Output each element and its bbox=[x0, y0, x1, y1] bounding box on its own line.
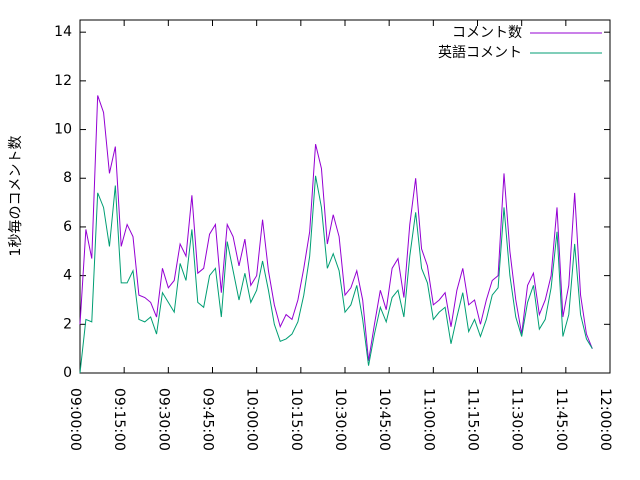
x-tick-label: 11:15:00 bbox=[465, 388, 481, 451]
x-tick-label: 10:00:00 bbox=[244, 388, 260, 451]
x-tick-label: 10:30:00 bbox=[332, 388, 348, 451]
plot-frame bbox=[79, 19, 611, 374]
y-tick-label: 12 bbox=[54, 73, 72, 89]
legend-label: 英語コメント bbox=[438, 44, 522, 61]
y-tick-label: 0 bbox=[63, 365, 72, 381]
y-tick-label: 8 bbox=[63, 170, 72, 186]
y-tick-label: 2 bbox=[63, 316, 72, 332]
x-tick-label: 11:45:00 bbox=[553, 388, 569, 451]
legend-label: コメント数 bbox=[452, 25, 522, 41]
y-axis-label: 1秒毎のコメント数 bbox=[8, 136, 24, 257]
x-tick-label: 09:45:00 bbox=[200, 388, 216, 451]
y-tick-label: 14 bbox=[54, 24, 72, 40]
x-tick-label: 11:00:00 bbox=[420, 388, 436, 451]
x-tick-label: 12:00:00 bbox=[597, 388, 613, 451]
y-tick-label: 6 bbox=[63, 219, 72, 235]
x-tick-label: 10:45:00 bbox=[376, 388, 392, 451]
x-tick-label: 09:30:00 bbox=[155, 388, 171, 451]
series-line bbox=[79, 175, 593, 374]
x-tick-label: 11:30:00 bbox=[509, 388, 525, 451]
y-tick-label: 4 bbox=[63, 268, 72, 284]
y-tick-label: 10 bbox=[54, 122, 72, 138]
x-tick-label: 09:15:00 bbox=[111, 388, 127, 451]
series-line bbox=[79, 95, 593, 361]
x-tick-label: 09:00:00 bbox=[67, 388, 83, 451]
x-tick-label: 10:15:00 bbox=[288, 388, 304, 451]
